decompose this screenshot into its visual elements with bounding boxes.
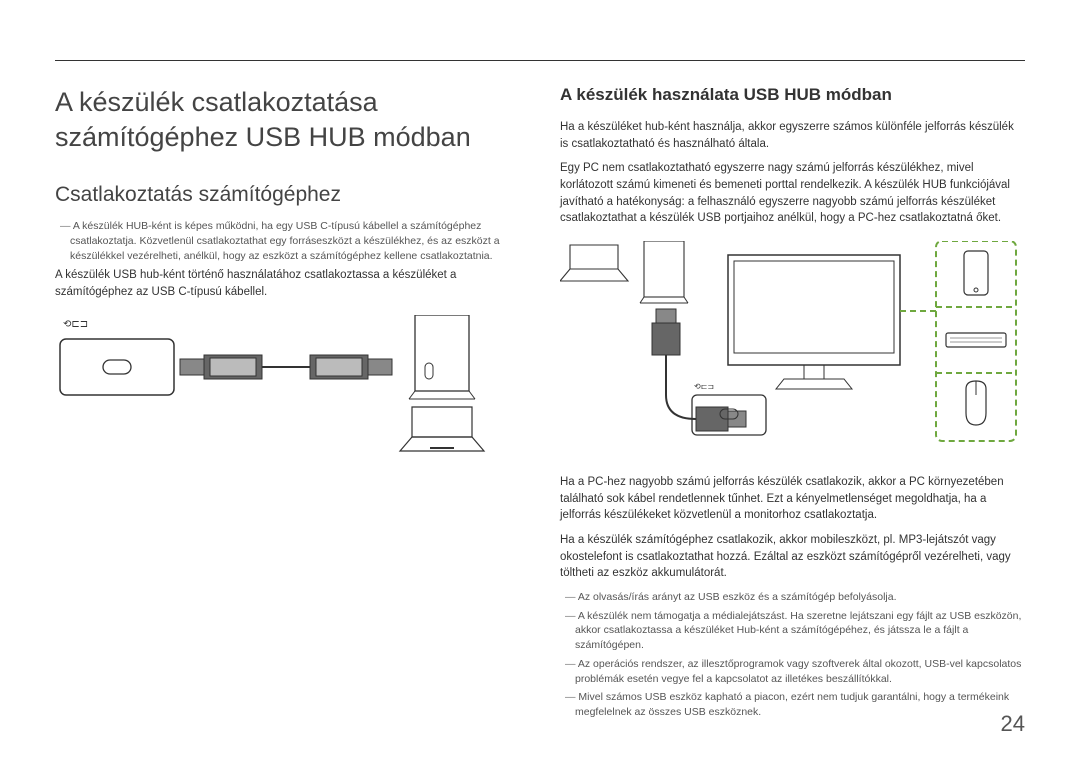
note-os-drivers: Az operációs rendszer, az illesztőprogra… (560, 657, 1025, 686)
note-compatibility: Mivel számos USB eszköz kapható a piacon… (560, 690, 1025, 719)
main-heading: A készülék csatlakoztatása számítógéphez… (55, 85, 520, 155)
sub-heading-use-hub: A készülék használata USB HUB módban (560, 85, 1025, 105)
paragraph-mobile-charge: Ha a készülék számítógéphez csatlakozik,… (560, 532, 1025, 582)
sub-heading-connect: Csatlakoztatás számítógéphez (55, 183, 520, 207)
right-column: A készülék használata USB HUB módban Ha … (560, 85, 1025, 724)
page-number: 24 (1001, 711, 1025, 737)
note-media-playback: A készülék nem támogatja a médialejátszá… (560, 609, 1025, 653)
paragraph-cable-clutter: Ha a PC-hez nagyobb számú jelforrás kész… (560, 474, 1025, 524)
top-rule (55, 60, 1025, 61)
diagram-usb-c-connection: ⟲⊏⊐ (55, 315, 520, 460)
paragraph-connect-cable: A készülék USB hub-ként történő használa… (55, 267, 520, 300)
svg-text:⟲⊏⊐: ⟲⊏⊐ (63, 319, 88, 330)
note-hub-capable: A készülék HUB-ként is képes működni, ha… (55, 219, 520, 263)
svg-text:⟲⊏⊐: ⟲⊏⊐ (694, 382, 714, 391)
two-column-layout: A készülék csatlakoztatása számítógéphez… (55, 85, 1025, 724)
note-read-write: Az olvasás/írás arányt az USB eszköz és … (560, 590, 1025, 605)
paragraph-pc-limits: Egy PC nem csatlakoztatható egyszerre na… (560, 160, 1025, 227)
paragraph-hub-intro: Ha a készüléket hub-ként használja, akko… (560, 119, 1025, 152)
left-column: A készülék csatlakoztatása számítógéphez… (55, 85, 520, 724)
diagram-hub-setup: ⟲⊏⊐ (560, 241, 1025, 456)
